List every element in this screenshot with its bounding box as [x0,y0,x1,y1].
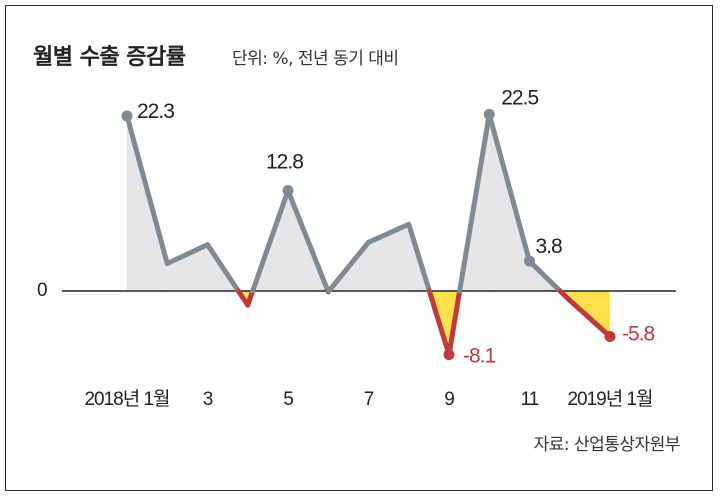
data-point-marker [483,108,495,120]
positive-line-segment [124,113,170,267]
x-tick-label: 2019년 1월 [567,388,652,410]
positive-line-segment [457,111,492,294]
chart-frame [5,5,713,491]
negative-line-segment [446,288,463,358]
data-label: -8.1 [463,345,496,368]
data-label: 22.5 [501,86,538,109]
positive-line-segment [205,242,241,294]
x-tick-label: 11 [521,389,539,410]
x-tick-label: 3 [203,389,213,410]
negative-line-segment [426,288,452,358]
chart-title: 월별 수출 증감률 [33,45,186,70]
data-point-marker [121,110,133,122]
data-point-marker [604,331,616,343]
positive-line-segment [527,258,563,294]
x-tick-label: 7 [364,389,374,410]
chart-subtitle: 단위: %, 전년 동기 대비 [232,49,399,69]
y-zero-label: 0 [37,280,48,301]
x-tick-label: 2018년 1월 [84,388,169,410]
x-tick-label: 9 [444,389,454,410]
data-point-marker [524,255,535,267]
positive-line-segment [164,242,210,267]
data-point-marker [443,349,455,361]
data-label: 12.8 [266,151,303,174]
x-tick-label: 5 [283,389,293,410]
positive-line-segment [366,221,412,245]
data-point-marker [282,185,294,197]
data-label: 22.3 [137,100,174,123]
negative-line-segment [567,297,613,340]
positive-line-segment [486,111,532,264]
positive-area [167,244,208,291]
positive-line-segment [406,221,432,294]
data-label: 3.8 [536,235,563,258]
positive-area [368,224,409,291]
data-label: -5.8 [622,323,655,346]
positive-line-segment [250,188,291,294]
positive-line-segment [326,239,371,294]
positive-line-segment [285,188,331,294]
source-note: 자료: 산업통상자원부 [533,435,681,455]
